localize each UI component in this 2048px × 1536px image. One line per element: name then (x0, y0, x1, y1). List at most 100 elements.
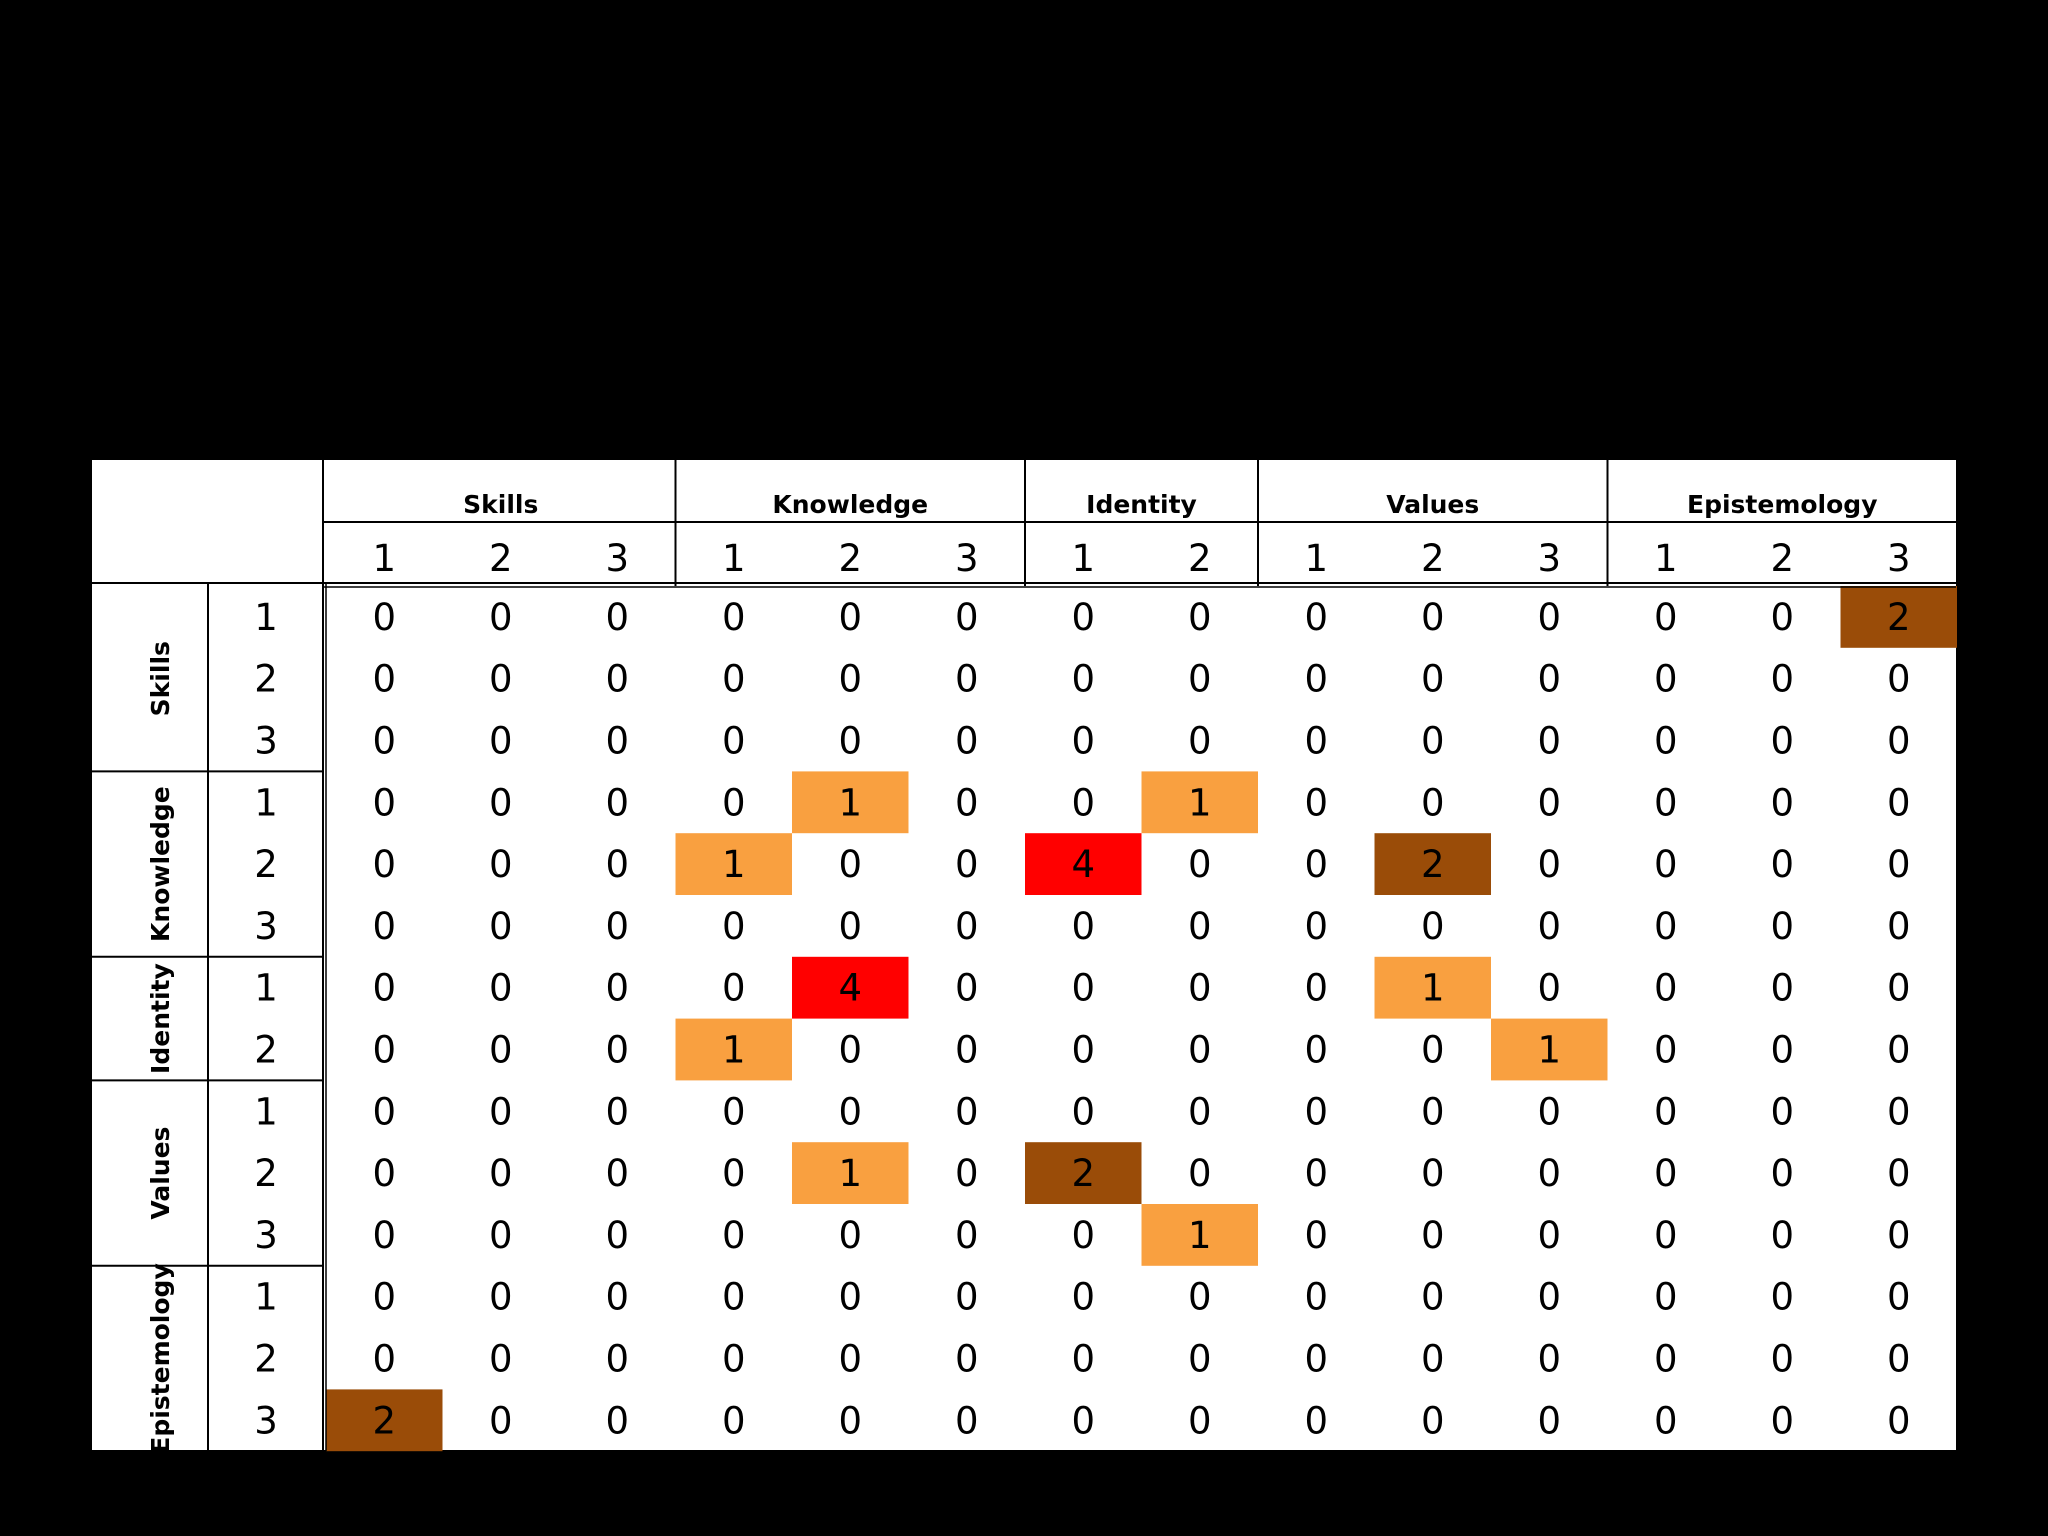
cell-value: 0 (1188, 1276, 1212, 1319)
cell-value: 0 (1421, 1029, 1445, 1072)
cell-value: 0 (722, 720, 746, 763)
cell-value: 0 (1770, 658, 1794, 701)
cell-value: 0 (605, 1399, 629, 1442)
cell-value: 0 (489, 596, 513, 639)
heatmap-cell-fill (792, 956, 909, 1019)
row-group-label: Knowledge (146, 786, 175, 942)
row-level-label: 1 (254, 1276, 278, 1319)
cell-value: 0 (605, 596, 629, 639)
cell-value: 0 (1770, 1152, 1794, 1195)
cell-value: 0 (1770, 1029, 1794, 1072)
column-level-label: 2 (489, 537, 513, 580)
cell-value: 0 (372, 658, 396, 701)
cell-value: 0 (955, 1276, 979, 1319)
cell-value: 0 (1887, 720, 1911, 763)
cell-value: 0 (838, 843, 862, 886)
column-group-label: Skills (463, 490, 538, 519)
heatmap-cell-fill (1025, 833, 1142, 895)
cell-value: 0 (722, 1214, 746, 1257)
cell-value: 0 (955, 1029, 979, 1072)
cell-value: 0 (1654, 596, 1678, 639)
cell-value: 0 (605, 967, 629, 1010)
column-level-label: 2 (1770, 537, 1794, 580)
cell-value: 0 (1188, 905, 1212, 948)
cell-value: 0 (1188, 720, 1212, 763)
heatmap-cell-fill (792, 771, 909, 834)
cell-value: 0 (1537, 1338, 1561, 1381)
cell-value: 0 (605, 1338, 629, 1381)
column-level-label: 2 (1421, 537, 1445, 580)
cell-value: 0 (1770, 1399, 1794, 1442)
cell-value: 0 (955, 1152, 979, 1195)
cell-value: 0 (722, 1152, 746, 1195)
cell-value: 0 (1188, 1152, 1212, 1195)
cell-value: 0 (1188, 843, 1212, 886)
cell-value: 0 (1770, 781, 1794, 824)
cell-value: 0 (605, 720, 629, 763)
cell-value: 0 (1071, 1338, 1095, 1381)
cell-value: 0 (1304, 1029, 1328, 1072)
cell-value: 0 (489, 1399, 513, 1442)
cell-value: 0 (1770, 905, 1794, 948)
column-group-label: Knowledge (772, 490, 928, 519)
cell-value: 0 (372, 1029, 396, 1072)
column-level-label: 3 (1887, 537, 1911, 580)
cell-value: 0 (955, 596, 979, 639)
cell-value: 0 (722, 658, 746, 701)
row-level-label: 2 (254, 658, 278, 701)
cell-value: 0 (372, 1214, 396, 1257)
cell-value: 2 (1071, 1152, 1095, 1195)
row-level-label: 2 (254, 1029, 278, 1072)
cell-value: 0 (1071, 1276, 1095, 1319)
cell-value: 0 (1188, 1399, 1212, 1442)
cell-value: 0 (955, 658, 979, 701)
heatmap-cell-fill (1491, 1018, 1608, 1081)
row-level-label: 1 (254, 967, 278, 1010)
cell-value: 0 (955, 905, 979, 948)
cell-value: 0 (1304, 1090, 1328, 1133)
cells-layer (92, 460, 1957, 1452)
column-level-label: 3 (955, 537, 979, 580)
cell-value: 0 (722, 1276, 746, 1319)
cell-value: 0 (489, 905, 513, 948)
cell-value: 0 (489, 1214, 513, 1257)
cell-value: 0 (1887, 1029, 1911, 1072)
cell-value: 0 (1304, 1152, 1328, 1195)
cell-value: 0 (1537, 905, 1561, 948)
cell-value: 0 (1537, 596, 1561, 639)
cell-value: 0 (1421, 1090, 1445, 1133)
row-group-label: Identity (146, 963, 175, 1074)
cell-value: 2 (1887, 596, 1911, 639)
cell-value: 0 (1537, 1214, 1561, 1257)
cell-value: 0 (372, 1276, 396, 1319)
cell-value: 0 (1537, 1152, 1561, 1195)
cell-value: 0 (489, 843, 513, 886)
cell-value: 0 (605, 781, 629, 824)
column-level-label: 1 (1304, 537, 1328, 580)
cell-value: 0 (1071, 905, 1095, 948)
cell-value: 0 (1887, 905, 1911, 948)
column-level-label: 3 (1537, 537, 1561, 580)
cell-value: 0 (838, 1214, 862, 1257)
row-level-label: 3 (254, 1214, 278, 1257)
cell-value: 0 (838, 658, 862, 701)
cell-value: 0 (489, 1152, 513, 1195)
cell-value: 0 (1304, 1214, 1328, 1257)
cell-value: 0 (1770, 1214, 1794, 1257)
row-level-label: 3 (254, 720, 278, 763)
cell-value: 0 (1654, 1276, 1678, 1319)
cell-value: 0 (1654, 1090, 1678, 1133)
cell-value: 0 (1188, 1029, 1212, 1072)
cell-value: 4 (1071, 843, 1095, 886)
cell-value: 0 (1770, 967, 1794, 1010)
cell-value: 0 (1770, 1090, 1794, 1133)
cell-value: 0 (1421, 1214, 1445, 1257)
cell-value: 0 (1537, 1276, 1561, 1319)
cell-value: 0 (1770, 596, 1794, 639)
cell-value: 0 (1887, 1276, 1911, 1319)
cell-value: 0 (372, 967, 396, 1010)
row-level-label: 1 (254, 596, 278, 639)
cell-value: 1 (722, 1029, 746, 1072)
cell-value: 0 (1537, 658, 1561, 701)
cell-value: 0 (1304, 658, 1328, 701)
